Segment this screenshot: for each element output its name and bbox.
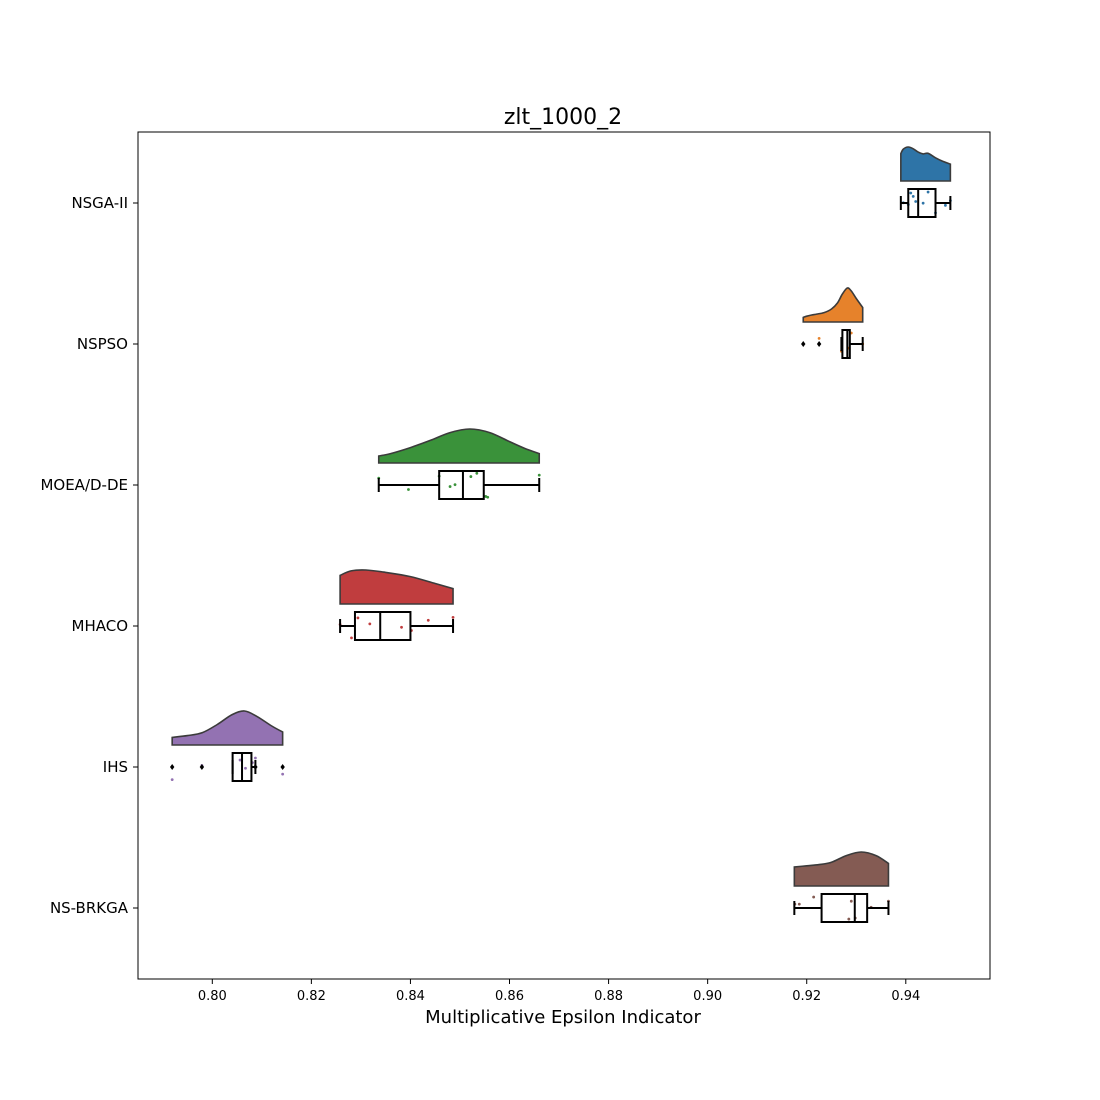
box-iqr xyxy=(353,611,412,641)
data-point xyxy=(407,488,410,491)
density-cloud xyxy=(171,710,284,746)
data-point xyxy=(914,200,918,203)
y-tick-label: NSPSO xyxy=(77,335,128,353)
data-point xyxy=(368,622,372,626)
data-point xyxy=(926,190,930,194)
plot-area xyxy=(169,146,952,923)
data-point xyxy=(537,473,541,477)
x-tick-label: 0.94 xyxy=(891,989,920,1004)
data-point xyxy=(921,201,925,205)
x-tick-label: 0.80 xyxy=(198,989,227,1004)
x-tick-label: 0.90 xyxy=(693,989,722,1004)
data-point xyxy=(356,616,360,620)
y-tick-label: NSGA-II xyxy=(71,194,128,212)
data-point xyxy=(849,899,853,903)
y-tick-label: MHACO xyxy=(72,617,129,635)
data-point xyxy=(475,471,479,475)
series-ns-brkga xyxy=(793,851,890,923)
x-tick-label: 0.82 xyxy=(297,989,326,1004)
data-point xyxy=(469,475,473,478)
outlier-marker xyxy=(199,764,205,770)
outlier-marker xyxy=(801,341,806,347)
data-point xyxy=(847,917,851,921)
x-axis-label: Multiplicative Epsilon Indicator xyxy=(425,1007,701,1028)
outlier-marker xyxy=(816,341,822,347)
x-tick-label: 0.88 xyxy=(594,989,623,1004)
data-point xyxy=(944,203,947,207)
data-point xyxy=(797,902,801,906)
data-point xyxy=(909,191,913,195)
box-iqr xyxy=(841,329,851,359)
y-tick-label: IHS xyxy=(103,758,128,776)
data-point xyxy=(350,636,353,640)
series-moea-d-de xyxy=(377,428,541,500)
density-cloud xyxy=(802,287,864,323)
y-axis: NSGA-II NSPSO MOEA/D-DE MHACO IHS NS-BRKGA xyxy=(40,194,138,917)
density-cloud xyxy=(793,851,890,887)
data-point xyxy=(400,625,403,629)
data-point xyxy=(253,756,257,760)
data-point xyxy=(451,616,455,619)
data-point xyxy=(911,194,915,198)
data-point xyxy=(281,772,285,776)
outlier-marker xyxy=(169,764,175,770)
x-tick-label: 0.86 xyxy=(495,989,524,1004)
box-iqr xyxy=(820,893,869,923)
box-iqr xyxy=(438,470,485,500)
data-point xyxy=(812,895,816,899)
x-tick-label: 0.84 xyxy=(396,989,425,1004)
density-cloud xyxy=(900,146,952,182)
data-point xyxy=(817,336,821,340)
data-point xyxy=(453,483,457,487)
data-point xyxy=(244,766,247,770)
y-tick-label: MOEA/D-DE xyxy=(40,476,128,494)
data-point xyxy=(448,485,452,488)
box-iqr xyxy=(907,188,937,218)
outlier-marker xyxy=(280,764,285,770)
outlier-marker xyxy=(253,764,258,770)
data-point xyxy=(426,618,430,622)
chart-title: zlt_1000_2 xyxy=(504,105,622,130)
series-mhaco xyxy=(338,569,455,641)
density-cloud xyxy=(377,428,541,464)
data-point xyxy=(486,495,490,499)
data-point xyxy=(170,778,174,782)
plot-frame xyxy=(137,131,991,980)
series-ihs xyxy=(169,710,285,782)
x-tick-label: 0.92 xyxy=(792,989,821,1004)
x-axis: 0.80 0.82 0.84 0.86 0.88 0.90 0.92 0.94 xyxy=(198,979,920,1004)
data-point xyxy=(238,758,242,762)
series-nsga-ii xyxy=(899,146,952,218)
series-nspso xyxy=(801,287,865,359)
density-cloud xyxy=(339,569,454,605)
y-tick-label: NS-BRKGA xyxy=(50,899,129,917)
